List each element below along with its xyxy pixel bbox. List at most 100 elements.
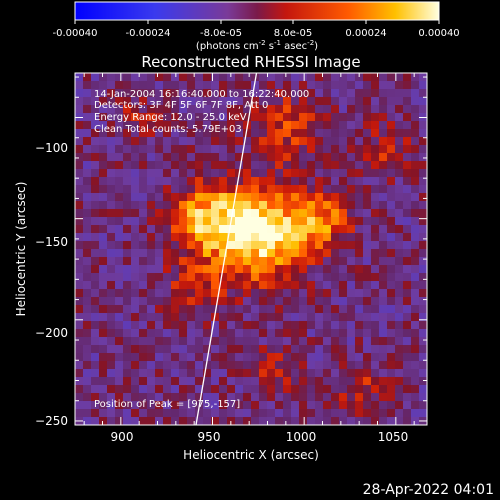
heatmap-cell <box>235 377 244 386</box>
heatmap-cell <box>219 121 228 130</box>
heatmap-cell <box>419 153 427 162</box>
heatmap-cell <box>363 153 372 162</box>
heatmap-cell <box>315 409 324 418</box>
heatmap-cell <box>387 377 396 386</box>
heatmap-cell <box>275 377 284 386</box>
heatmap-cell <box>411 273 420 282</box>
heatmap-cell <box>91 177 100 186</box>
heatmap-cell <box>123 105 132 114</box>
heatmap-cell <box>107 353 116 362</box>
heatmap-cell <box>347 305 356 314</box>
heatmap-cell <box>107 161 116 170</box>
heatmap-cell <box>331 169 340 178</box>
heatmap-cell <box>419 201 427 210</box>
plot-frame <box>74 72 428 426</box>
heatmap-cell <box>107 361 116 370</box>
heatmap-cell <box>291 217 300 226</box>
heatmap-cell <box>347 201 356 210</box>
heatmap-cell <box>147 105 156 114</box>
heatmap-cell <box>163 305 172 314</box>
heatmap-cell <box>243 273 252 282</box>
heatmap-cell <box>203 265 212 274</box>
heatmap-cell <box>219 209 228 218</box>
heatmap-cell <box>219 233 228 242</box>
heatmap-cell <box>187 153 196 162</box>
heatmap-cell <box>139 369 148 378</box>
heatmap-cell <box>275 185 284 194</box>
heatmap-cell <box>115 129 124 138</box>
heatmap-cell <box>403 145 412 154</box>
heatmap-cell <box>283 193 292 202</box>
heatmap-cell <box>99 113 108 122</box>
heatmap-cell <box>363 137 372 146</box>
heatmap-cell <box>195 249 204 258</box>
heatmap-cell <box>211 353 220 362</box>
heatmap-cell <box>83 377 92 386</box>
heatmap-cell <box>139 393 148 402</box>
heatmap-cell <box>203 89 212 98</box>
heatmap-cell <box>203 401 212 410</box>
heatmap-cell <box>419 89 427 98</box>
heatmap-cell <box>403 289 412 298</box>
heatmap-cell <box>243 393 252 402</box>
heatmap-cell <box>107 241 116 250</box>
heatmap-cell <box>339 161 348 170</box>
heatmap-cell <box>195 217 204 226</box>
heatmap-cell <box>163 345 172 354</box>
heatmap-cell <box>195 281 204 290</box>
heatmap-cell <box>115 393 124 402</box>
heatmap-cell <box>211 321 220 330</box>
heatmap-cell <box>227 361 236 370</box>
heatmap-cell <box>187 305 196 314</box>
heatmap-cell <box>411 393 420 402</box>
heatmap-cell <box>283 369 292 378</box>
heatmap-cell <box>99 257 108 266</box>
heatmap-cell <box>315 89 324 98</box>
heatmap-cell <box>267 137 276 146</box>
heatmap-cell <box>123 137 132 146</box>
heatmap-cell <box>227 121 236 130</box>
heatmap-cell <box>179 417 188 425</box>
heatmap-cell <box>283 81 292 90</box>
heatmap-cell <box>291 249 300 258</box>
heatmap-cell <box>187 409 196 418</box>
heatmap-cell <box>267 385 276 394</box>
heatmap-cell <box>155 153 164 162</box>
heatmap-cell <box>395 385 404 394</box>
heatmap-cell <box>339 369 348 378</box>
heatmap-cell <box>419 185 427 194</box>
heatmap-cell <box>323 105 332 114</box>
heatmap-cell <box>355 169 364 178</box>
heatmap-cell <box>371 169 380 178</box>
heatmap-cell <box>307 305 316 314</box>
heatmap-cell <box>339 193 348 202</box>
heatmap-cell <box>203 329 212 338</box>
heatmap-cell <box>83 361 92 370</box>
heatmap-cell <box>411 81 420 90</box>
heatmap-cell <box>131 353 140 362</box>
heatmap-cell <box>371 289 380 298</box>
heatmap-cell <box>75 105 84 114</box>
heatmap-cell <box>299 73 308 82</box>
heatmap-cell <box>163 297 172 306</box>
heatmap-cell <box>379 409 388 418</box>
heatmap-cell <box>203 225 212 234</box>
heatmap-cell <box>379 129 388 138</box>
heatmap-cell <box>123 201 132 210</box>
heatmap-cell <box>347 233 356 242</box>
heatmap-cell <box>235 201 244 210</box>
heatmap-cell <box>83 401 92 410</box>
heatmap-cell <box>75 81 84 90</box>
heatmap-cell <box>99 417 108 425</box>
heatmap-cell <box>115 209 124 218</box>
heatmap-cell <box>291 233 300 242</box>
heatmap-cell <box>323 209 332 218</box>
heatmap-cell <box>251 249 260 258</box>
heatmap-cell <box>419 225 427 234</box>
heatmap-cell <box>91 241 100 250</box>
heatmap-cell <box>259 401 268 410</box>
heatmap-cell <box>243 409 252 418</box>
heatmap-cell <box>379 185 388 194</box>
heatmap-cell <box>171 265 180 274</box>
heatmap-cell <box>283 305 292 314</box>
